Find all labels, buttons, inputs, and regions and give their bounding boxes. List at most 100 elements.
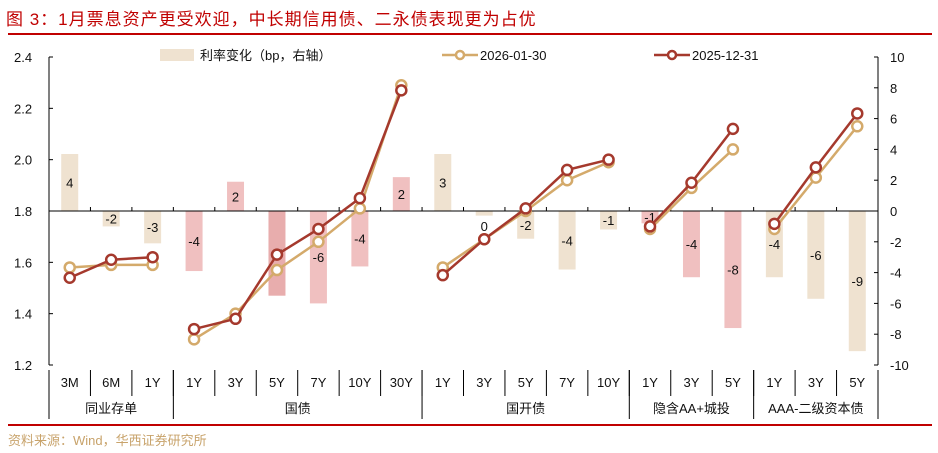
bar-value-label: 2 bbox=[398, 187, 405, 202]
line-2025-12-31-marker bbox=[851, 107, 864, 120]
right-tick-label: 8 bbox=[890, 81, 897, 96]
category-label: 5Y bbox=[269, 375, 285, 390]
rate-change-bar bbox=[61, 154, 79, 211]
right-tick-label: 6 bbox=[890, 112, 897, 127]
right-tick-label: -4 bbox=[890, 266, 902, 281]
rate-change-bar bbox=[185, 211, 203, 272]
bar-value-label: -1 bbox=[644, 210, 656, 225]
group-label: 国开债 bbox=[506, 401, 545, 416]
line-2025-12-31-marker bbox=[312, 222, 325, 236]
left-tick-label: 2.2 bbox=[14, 101, 32, 116]
right-tick-label: -8 bbox=[890, 327, 902, 342]
rate-change-bar bbox=[144, 211, 162, 244]
legend-bar-swatch bbox=[160, 49, 194, 61]
rate-change-bar bbox=[724, 211, 742, 329]
rate-change-bar bbox=[807, 211, 825, 299]
line-2025-12-31-marker bbox=[353, 191, 367, 205]
line-2025-12-31-marker bbox=[560, 163, 574, 177]
bar-value-label: 4 bbox=[66, 176, 73, 191]
rate-change-bar bbox=[517, 211, 535, 239]
rate-change-bar bbox=[351, 211, 369, 267]
bar-value-label: -3 bbox=[147, 220, 159, 235]
line-2026-01-30 bbox=[193, 84, 403, 341]
line-2026-01-30-marker bbox=[63, 261, 76, 274]
left-tick-label: 1.4 bbox=[14, 307, 32, 322]
line-2025-12-31-marker bbox=[187, 322, 201, 336]
legend-label-2025: 2025-12-31 bbox=[692, 48, 759, 63]
rate-change-bar bbox=[392, 177, 410, 211]
line-2025-12-31-marker bbox=[146, 250, 159, 264]
category-label: 3Y bbox=[228, 375, 244, 390]
right-tick-label: 10 bbox=[890, 50, 904, 65]
left-tick-label: 1.6 bbox=[14, 255, 32, 270]
category-label: 1Y bbox=[766, 375, 782, 390]
legend-marker-2025 bbox=[666, 49, 678, 61]
line-2026-01-30-marker bbox=[353, 202, 367, 215]
bar-value-label: -6 bbox=[313, 250, 325, 265]
legend-marker-2026 bbox=[454, 49, 466, 61]
bar-value-label: -1 bbox=[603, 213, 615, 228]
line-2026-01-30-marker bbox=[851, 120, 864, 133]
category-label: 1Y bbox=[435, 375, 451, 390]
rate-change-bar bbox=[558, 211, 576, 270]
bar-value-label: -4 bbox=[561, 233, 573, 248]
line-2025-12-31-marker bbox=[768, 217, 781, 231]
rate-change-bar bbox=[227, 181, 245, 211]
legend-label-2026: 2026-01-30 bbox=[480, 48, 547, 63]
category-label: 3Y bbox=[684, 375, 700, 390]
line-2026-01-30-marker bbox=[270, 263, 284, 277]
rate-change-bar bbox=[600, 211, 618, 230]
category-label: 3Y bbox=[808, 375, 824, 390]
right-tick-label: -10 bbox=[890, 358, 909, 373]
bar-value-label: -8 bbox=[727, 263, 739, 278]
right-tick-label: 4 bbox=[890, 142, 897, 157]
left-tick-label: 1.8 bbox=[14, 204, 32, 219]
bar-value-label: 2 bbox=[232, 189, 239, 204]
source-note: 资料来源：Wind，华西证券研究所 bbox=[8, 433, 207, 448]
bar-value-label: -9 bbox=[851, 274, 863, 289]
category-label: 5Y bbox=[725, 375, 741, 390]
category-label: 1Y bbox=[186, 375, 202, 390]
category-label: 5Y bbox=[518, 375, 534, 390]
right-tick-label: 0 bbox=[890, 204, 897, 219]
category-label: 3Y bbox=[476, 375, 492, 390]
line-2025-12-31-marker bbox=[63, 271, 76, 284]
line-2026-01-30-marker bbox=[312, 235, 325, 249]
line-2025-12-31-marker bbox=[809, 161, 823, 174]
line-2025-12-31-marker bbox=[395, 84, 408, 97]
line-2025-12-31-marker bbox=[229, 312, 242, 326]
line-2025-12-31-marker bbox=[104, 253, 118, 267]
line-2025-12-31-marker bbox=[602, 153, 615, 166]
line-2026-01-30-marker bbox=[560, 173, 574, 187]
group-label: 国债 bbox=[285, 401, 311, 416]
bar-value-label: 3 bbox=[439, 176, 446, 191]
category-label: 10Y bbox=[597, 375, 620, 390]
group-label: 同业存单 bbox=[85, 401, 137, 416]
category-label: 5Y bbox=[849, 375, 865, 390]
line-2025-12-31-marker bbox=[270, 248, 284, 261]
line-2026-01-30-marker bbox=[187, 333, 201, 346]
line-2025-12-31-marker bbox=[643, 220, 657, 233]
category-label: 7Y bbox=[559, 375, 575, 390]
category-label: 1Y bbox=[642, 375, 658, 390]
bar-value-label: -6 bbox=[810, 248, 822, 263]
line-2025-12-31-marker bbox=[726, 122, 740, 136]
bar-value-label: -4 bbox=[354, 232, 366, 247]
rate-change-bar bbox=[102, 211, 120, 227]
bar-value-label: -4 bbox=[188, 234, 200, 249]
group-label: 隐含AA+城投 bbox=[653, 401, 730, 416]
chart: 2.42.22.01.81.61.41.21086420-2-4-6-8-104… bbox=[14, 48, 909, 419]
footer-rule bbox=[8, 424, 932, 426]
bar-value-label: -2 bbox=[105, 212, 117, 227]
category-label: 10Y bbox=[348, 375, 371, 390]
left-tick-label: 1.2 bbox=[14, 358, 32, 373]
category-label: 30Y bbox=[390, 375, 413, 390]
bar-value-label: -4 bbox=[769, 237, 781, 252]
rate-change-bar bbox=[682, 211, 700, 278]
category-label: 1Y bbox=[145, 375, 161, 390]
line-2025-12-31-marker bbox=[477, 232, 491, 246]
category-label: 7Y bbox=[310, 375, 326, 390]
right-tick-label: -6 bbox=[890, 296, 902, 311]
line-2025-12-31 bbox=[193, 89, 403, 331]
category-label: 6M bbox=[102, 375, 120, 390]
